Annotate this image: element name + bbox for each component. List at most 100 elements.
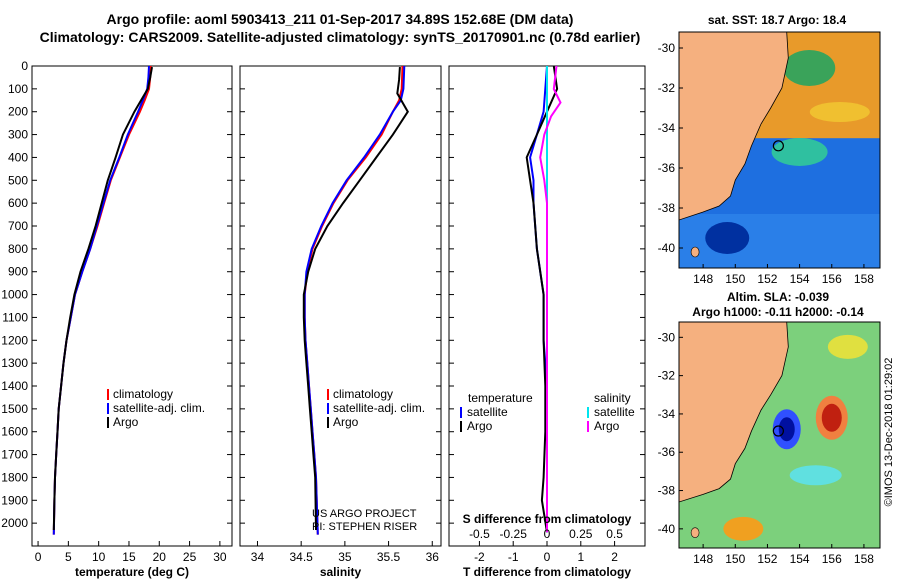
- credit-line-2: PI: STEPHEN RISER: [312, 521, 417, 533]
- x2-tick-label: 0.25: [569, 527, 593, 541]
- copyright-stamp: ©IMOS 13-Dec-2018 01:29:02: [883, 358, 895, 507]
- argo-position-marker: [772, 425, 784, 437]
- credit-line-1: US ARGO PROJECT: [312, 508, 417, 520]
- argo-position-marker: [772, 140, 784, 152]
- map-area: [679, 322, 880, 548]
- series-line-salinity-argo: [539, 65, 562, 533]
- x-tick-label: -1: [508, 550, 519, 564]
- y-tick-label: 1900: [1, 493, 28, 507]
- salinity-profile-chart: 34 34.5 35 35.5 36 salinity climatologysatelli…: [239, 65, 442, 579]
- sla-cyan-band: [789, 465, 842, 486]
- y-tick-label: -34: [658, 407, 676, 421]
- y-tick-label: 1300: [1, 356, 28, 370]
- x-tick-label: 5: [65, 550, 72, 564]
- y-tick-label: -30: [658, 41, 676, 55]
- sst-eddy-cyan: [771, 138, 828, 166]
- legend-title-salinity: salinity: [594, 391, 631, 405]
- y-tick-label: 1000: [1, 288, 28, 302]
- x-tick-label: 0: [35, 550, 42, 564]
- figure-title-line2: Climatology: CARS2009. Satellite-adjuste…: [40, 29, 641, 45]
- y-tick-label: 1400: [1, 379, 28, 393]
- x-tick-label: 15: [122, 550, 136, 564]
- x-tick-label: 158: [854, 272, 874, 286]
- sst-cold-patch: [705, 222, 750, 254]
- y-tick-label: 1100: [2, 310, 28, 324]
- series-line-argo: [52, 66, 153, 531]
- series-line-temperature-argo: [525, 65, 559, 533]
- x-axis-label: salinity: [320, 565, 362, 579]
- legend-label: satellite: [467, 405, 508, 419]
- sst-warm-patch: [809, 102, 870, 122]
- y-tick-label: -40: [658, 241, 676, 255]
- x2-tick-label: -0.5: [469, 527, 490, 541]
- x2-tick-label: 0: [544, 527, 551, 541]
- x-tick-label: 150: [725, 552, 745, 566]
- figure-title-line1: Argo profile: aoml 5903413_211 01-Sep-20…: [107, 11, 574, 27]
- legend-label: climatology: [333, 387, 393, 401]
- y-tick-label: 300: [8, 128, 28, 142]
- y-tick-label: -38: [658, 484, 676, 498]
- y-tick-label: 0: [21, 59, 28, 73]
- x2-axis-label: S difference from climatology: [463, 512, 632, 526]
- x-tick-label: 154: [790, 272, 810, 286]
- map-frame: [678, 321, 881, 549]
- map-area: [679, 32, 880, 268]
- x-tick-label: 152: [757, 552, 777, 566]
- x-tick-label: 35: [338, 550, 352, 564]
- x2-tick-label: -0.25: [500, 527, 528, 541]
- y-tick-label: 100: [8, 82, 28, 96]
- y-tick-label: 600: [8, 196, 28, 210]
- legend-label: satellite-adj. clim.: [113, 401, 205, 415]
- y-tick-label: 1200: [1, 333, 28, 347]
- x-tick-label: 148: [693, 552, 713, 566]
- legend-label: Argo: [594, 419, 620, 433]
- y-tick-label: 1600: [1, 425, 28, 439]
- legend-title-temperature: temperature: [468, 391, 533, 405]
- y-tick-label: -34: [658, 121, 676, 135]
- x-tick-label: 148: [693, 272, 713, 286]
- y-tick-label: -30: [658, 330, 676, 344]
- x-axis-label: temperature (deg C): [75, 565, 189, 579]
- x-tick-label: 150: [725, 272, 745, 286]
- y-tick-label: 700: [8, 219, 28, 233]
- x-tick-label: -2: [474, 550, 485, 564]
- x-tick-label: 1: [577, 550, 584, 564]
- x-tick-label: 154: [790, 552, 810, 566]
- plot-frame: [31, 65, 233, 547]
- x-tick-label: 20: [153, 550, 167, 564]
- x-tick-label: 36: [426, 550, 440, 564]
- difference-profile-chart: -2 -1 0 1 2T difference from climatology S di…: [448, 65, 646, 579]
- x-tick-label: 10: [92, 550, 106, 564]
- y-tick-label: -36: [658, 445, 676, 459]
- x-axis-label: T difference from climatology: [463, 565, 631, 579]
- sst-eddy-green: [783, 50, 836, 86]
- x-tick-label: 0: [544, 550, 551, 564]
- y-tick-label: -32: [658, 81, 676, 95]
- x-tick-label: 158: [854, 552, 874, 566]
- sla-high-core: [821, 403, 842, 432]
- legend-label: Argo: [467, 419, 493, 433]
- temperature-profile-chart: 0100200300400500600700800900100011001200…: [1, 59, 233, 579]
- land-mass: [679, 322, 789, 503]
- y-tick-label: 500: [8, 173, 28, 187]
- x-tick-label: 2: [611, 550, 618, 564]
- x-tick-label: 156: [822, 552, 842, 566]
- x-tick-label: 34.5: [289, 550, 313, 564]
- sla-warm-south: [723, 516, 764, 541]
- land-mass: [679, 32, 789, 221]
- legend-label: Argo: [113, 415, 139, 429]
- sla-map-subtitle: Argo h1000: -0.11 h2000: -0.14: [692, 305, 864, 319]
- x-tick-label: 25: [183, 550, 197, 564]
- x-tick-label: 35.5: [377, 550, 401, 564]
- y-tick-label: -38: [658, 201, 676, 215]
- sla-low-core: [778, 417, 795, 442]
- island: [690, 246, 700, 258]
- x-tick-label: 152: [757, 272, 777, 286]
- plot-frame: [239, 65, 442, 547]
- y-tick-label: -32: [658, 369, 676, 383]
- map-frame: [678, 31, 881, 269]
- x-tick-label: 30: [213, 550, 227, 564]
- y-tick-label: 1500: [1, 402, 28, 416]
